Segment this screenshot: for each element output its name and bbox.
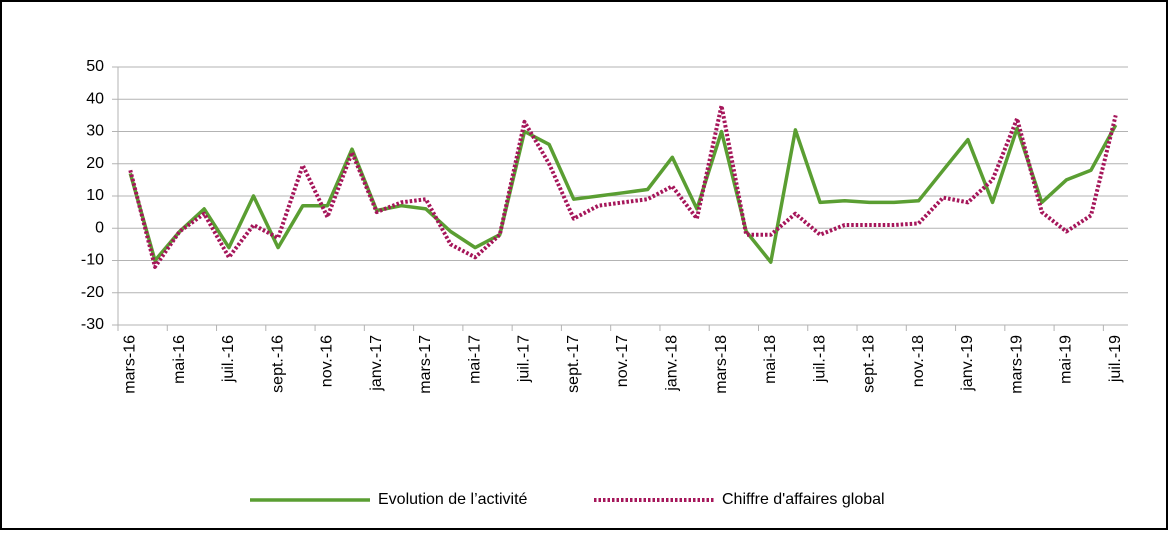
- x-tick-label: nov.-16: [319, 335, 336, 387]
- legend-label: Chiffre d'affaires global: [722, 491, 885, 508]
- x-tick-label: juil.-18: [811, 335, 828, 383]
- series-line: [128, 124, 1118, 264]
- x-tick-label: janv.-17: [368, 335, 385, 392]
- x-tick-label: juil.-19: [1107, 335, 1124, 383]
- x-tick-label: juil.-17: [516, 335, 533, 383]
- y-tick-label: 50: [86, 58, 104, 75]
- y-tick-label: 0: [95, 219, 104, 236]
- x-tick-label: mai-16: [171, 335, 188, 384]
- y-tick-label: -20: [81, 284, 104, 301]
- x-tick-label: mars-17: [417, 335, 434, 394]
- x-tick-label: mars-18: [713, 335, 730, 394]
- x-tick-label: sept.-16: [269, 335, 286, 393]
- x-tick-label: sept.-18: [861, 335, 878, 393]
- x-tick-label: mai-18: [762, 335, 779, 384]
- legend-label: Evolution de l’activité: [378, 491, 528, 508]
- x-tick-label: nov.-18: [910, 335, 927, 387]
- y-tick-label: 10: [86, 187, 104, 204]
- x-tick-label: mars-16: [122, 335, 139, 394]
- y-tick-label: 40: [86, 90, 104, 107]
- series-line: [128, 103, 1118, 269]
- x-tick-label: janv.-18: [663, 335, 680, 392]
- x-tick-label: janv.-19: [959, 335, 976, 392]
- x-tick-label: mai-17: [466, 335, 483, 384]
- x-tick-label: sept.-17: [565, 335, 582, 393]
- x-tick-label: mai-19: [1058, 335, 1075, 384]
- y-tick-label: 20: [86, 155, 104, 172]
- x-tick-label: juil.-16: [220, 335, 237, 383]
- y-tick-label: -30: [81, 316, 104, 333]
- y-tick-label: -10: [81, 252, 104, 269]
- x-tick-label: nov.-17: [614, 335, 631, 387]
- y-tick-label: 30: [86, 123, 104, 140]
- x-tick-label: mars-19: [1008, 335, 1025, 394]
